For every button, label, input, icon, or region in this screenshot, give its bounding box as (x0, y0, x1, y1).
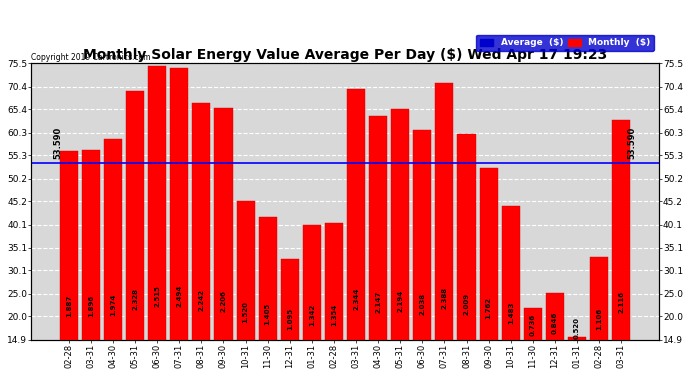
Bar (546, 292, 564, 375)
Bar (259, 216, 277, 375)
Text: 53.590: 53.590 (53, 126, 62, 159)
Bar (82, 150, 100, 375)
Text: 0.846: 0.846 (552, 312, 558, 334)
Bar (148, 66, 166, 375)
Text: 2.388: 2.388 (442, 287, 447, 309)
Text: 2.494: 2.494 (176, 285, 182, 307)
Text: 1.342: 1.342 (309, 304, 315, 326)
Text: 2.116: 2.116 (618, 291, 624, 313)
Text: 1.405: 1.405 (265, 303, 270, 325)
Bar (325, 224, 343, 375)
Text: 2.242: 2.242 (199, 289, 204, 311)
Title: Monthly Solar Energy Value Average Per Day ($) Wed Apr 17 19:23: Monthly Solar Energy Value Average Per D… (83, 48, 607, 62)
Bar (237, 201, 255, 375)
Bar (215, 108, 233, 375)
Text: 1.887: 1.887 (66, 295, 72, 317)
Bar (413, 130, 431, 375)
Text: 53.590: 53.590 (628, 126, 637, 159)
Text: 1.974: 1.974 (110, 293, 116, 316)
Text: Copyright 2019 Cartronics.com: Copyright 2019 Cartronics.com (31, 53, 150, 62)
Bar (435, 83, 453, 375)
Bar (391, 109, 409, 375)
Bar (60, 151, 78, 375)
Bar (126, 91, 144, 375)
Text: 2.038: 2.038 (420, 292, 425, 315)
Text: 2.194: 2.194 (397, 290, 403, 312)
Text: 0.520: 0.520 (574, 317, 580, 339)
Legend: Average  ($), Monthly  ($): Average ($), Monthly ($) (476, 34, 654, 51)
Text: 1.896: 1.896 (88, 295, 94, 317)
Text: 2.009: 2.009 (464, 293, 469, 315)
Text: 2.344: 2.344 (353, 287, 359, 309)
Bar (303, 225, 321, 375)
Text: 2.515: 2.515 (154, 285, 160, 307)
Text: 1.483: 1.483 (508, 301, 514, 324)
Bar (612, 120, 630, 375)
Text: 1.095: 1.095 (287, 308, 293, 330)
Bar (104, 139, 122, 375)
Bar (347, 89, 365, 375)
Bar (502, 206, 520, 375)
Bar (590, 257, 608, 375)
Bar (193, 103, 210, 375)
Bar (524, 308, 542, 375)
Text: 2.147: 2.147 (375, 291, 381, 313)
Bar (457, 134, 475, 375)
Text: 2.206: 2.206 (221, 290, 226, 312)
Text: 2.328: 2.328 (132, 288, 138, 310)
Bar (281, 259, 299, 375)
Text: 0.736: 0.736 (530, 314, 536, 336)
Bar (480, 168, 497, 375)
Bar (369, 116, 387, 375)
Bar (170, 69, 188, 375)
Text: 1.106: 1.106 (596, 308, 602, 330)
Text: 1.354: 1.354 (331, 303, 337, 326)
Text: 1.762: 1.762 (486, 297, 491, 319)
Text: 1.520: 1.520 (243, 301, 248, 323)
Bar (568, 337, 586, 375)
